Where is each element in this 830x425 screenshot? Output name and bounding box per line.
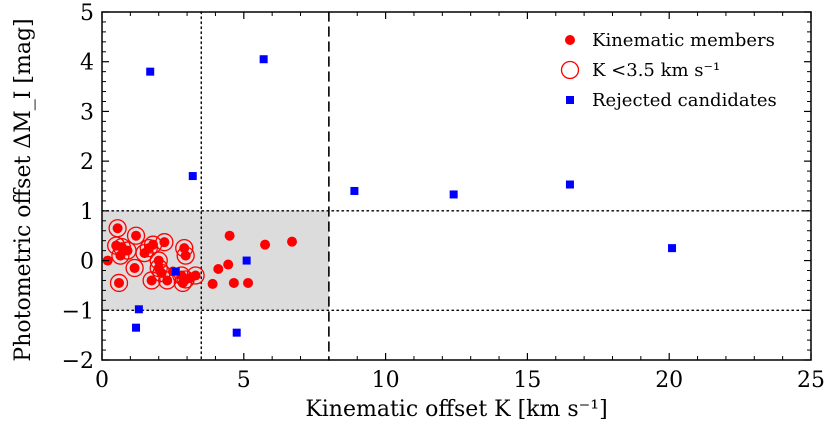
data-point bbox=[159, 237, 170, 248]
data-point bbox=[223, 259, 234, 270]
x-tick-label: 5 bbox=[237, 368, 251, 393]
data-point bbox=[134, 305, 143, 314]
x-tick-label: 10 bbox=[372, 368, 400, 393]
legend-marker bbox=[566, 96, 574, 104]
data-point bbox=[224, 230, 235, 241]
data-point bbox=[188, 172, 197, 181]
data-point bbox=[287, 236, 298, 247]
data-point bbox=[112, 223, 123, 234]
data-point bbox=[243, 277, 254, 288]
data-point bbox=[122, 245, 133, 256]
data-point bbox=[565, 180, 574, 189]
data-point bbox=[139, 238, 158, 258]
data-point bbox=[449, 190, 458, 199]
x-tick-label: 0 bbox=[95, 368, 109, 393]
y-tick-label: 4 bbox=[80, 51, 94, 76]
shaded-region bbox=[102, 210, 329, 311]
data-point bbox=[115, 250, 126, 261]
series-2 bbox=[132, 55, 677, 337]
y-tick-label: −2 bbox=[62, 349, 94, 374]
data-point bbox=[146, 275, 157, 286]
x-axis-title: Kinematic offset K [km s⁻¹] bbox=[305, 397, 607, 422]
data-point bbox=[242, 256, 251, 265]
y-tick-label: 5 bbox=[80, 1, 94, 26]
data-point bbox=[668, 244, 677, 253]
data-point bbox=[153, 255, 164, 266]
y-tick-label: −1 bbox=[62, 299, 94, 324]
x-tick-label: 15 bbox=[513, 368, 541, 393]
data-point bbox=[146, 67, 155, 76]
legend-marker bbox=[565, 35, 575, 45]
data-point bbox=[109, 273, 129, 293]
data-point bbox=[190, 270, 201, 281]
legend-label: Kinematic members bbox=[592, 30, 775, 51]
data-point bbox=[162, 275, 173, 286]
data-point bbox=[260, 239, 271, 250]
data-point bbox=[179, 243, 190, 254]
series-0 bbox=[102, 223, 298, 289]
y-axis-title: Photometric offset ΔM_I [mag] bbox=[11, 18, 36, 361]
y-tick-label: 3 bbox=[80, 100, 94, 125]
reference-lines bbox=[101, 11, 812, 361]
data-points bbox=[102, 55, 677, 337]
plot-frame bbox=[101, 11, 812, 361]
axis-ticks: 0 5 10 15 20 25 −2 −1 0 1 2 3 4 5 bbox=[62, 1, 825, 393]
data-point bbox=[158, 271, 177, 290]
x-tick-label: 20 bbox=[655, 368, 683, 393]
data-point bbox=[228, 277, 239, 288]
y-tick-label: 2 bbox=[80, 150, 94, 175]
data-point bbox=[180, 250, 191, 261]
legend-item: K <3.5 km s⁻¹ bbox=[560, 60, 720, 81]
data-point bbox=[213, 264, 224, 275]
data-point bbox=[232, 328, 241, 337]
data-point bbox=[125, 258, 144, 278]
legend-label: K <3.5 km s⁻¹ bbox=[592, 60, 720, 81]
legend-item: Rejected candidates bbox=[566, 90, 777, 111]
legend: Kinematic members K <3.5 km s⁻¹ Rejected c… bbox=[560, 30, 777, 111]
data-point bbox=[207, 278, 218, 289]
data-point bbox=[156, 268, 167, 278]
data-point bbox=[350, 186, 359, 195]
y-tick-label: 0 bbox=[80, 250, 94, 275]
data-point bbox=[259, 55, 268, 64]
data-point bbox=[171, 267, 180, 276]
legend-item: Kinematic members bbox=[565, 30, 775, 51]
plot-border bbox=[101, 11, 812, 361]
data-point bbox=[148, 239, 159, 250]
data-point bbox=[126, 226, 146, 245]
legend-marker bbox=[560, 60, 580, 80]
data-point bbox=[132, 323, 141, 332]
data-point bbox=[129, 263, 140, 274]
legend-label: Rejected candidates bbox=[592, 90, 777, 111]
y-tick-label: 1 bbox=[80, 200, 94, 225]
plot-background bbox=[102, 210, 329, 311]
data-point bbox=[114, 277, 125, 288]
x-tick-label: 25 bbox=[797, 368, 825, 393]
data-point bbox=[131, 230, 142, 241]
